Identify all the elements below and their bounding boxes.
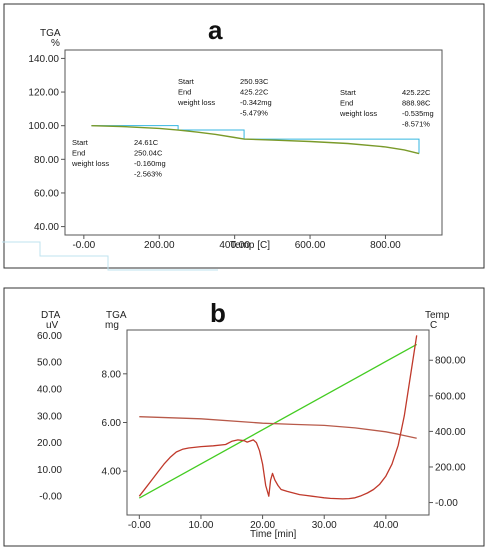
tga-line [139,416,417,439]
dta-tick-label: 60.00 [37,331,62,342]
dta-tick-label: 20.00 [37,438,62,449]
dta-tick-label: 50.00 [37,358,62,369]
panel-a-step-line [178,129,245,140]
dta-line [138,335,418,500]
annotation-value: -2.563% [134,170,162,179]
panel-a-ylabel-unit: % [51,38,60,49]
panel-b-x-tick-label: 20.00 [250,520,275,531]
dta-tick-label: -0.00 [39,492,62,503]
tga-tick-label: 6.00 [102,418,122,429]
annotation-label: weight loss [177,98,215,107]
panel-a-label: a [208,15,223,45]
temp-tick-label: 800.00 [435,356,466,367]
annotation-label: End [340,99,353,108]
dta-axis-unit: uV [46,320,59,331]
annotation-label: End [178,88,191,97]
tga-axis-label: TGA [106,310,127,321]
panel-a-series [91,125,420,155]
panel-a-x-tick-label: 200.00 [144,240,175,251]
panel-a-y-tick-label: 40.00 [34,222,59,233]
annotation-label: weight loss [71,159,109,168]
panel-a-y-tick-label: 60.00 [34,188,59,199]
tga-tick-label: 8.00 [102,369,122,380]
panel-a-annotations: Start 24.61C End 250.04C weight loss -0.160mg… [71,77,434,179]
dta-axis-label: DTA [41,310,61,321]
panel-b-xlabel: Time [min] [250,529,297,540]
annotation-value: 888.98C [402,99,431,108]
temp-axis-label: Temp [425,310,450,321]
panel-a-step-line [91,125,179,131]
annotation-value: -5.479% [240,109,268,118]
panel-a-x-tick-label: 600.00 [295,240,326,251]
annotation-value: 250.04C [134,149,163,158]
temp-line [138,343,418,499]
annotation-value: 24.61C [134,138,159,147]
annotation-label: End [72,149,85,158]
annotation-label: weight loss [339,109,377,118]
panel-b-x-tick-label: 10.00 [188,520,213,531]
temp-tick-label: 600.00 [435,391,466,402]
tga-axis-unit: mg [105,320,119,331]
annotation-label: Start [72,138,89,147]
panel-a-frame [3,3,485,269]
panel-b-x-tick-label: 40.00 [373,520,398,531]
panel-a-guides [2,241,218,271]
annotation-value: -0.342mg [240,98,272,107]
panel-a-plot-area [64,49,443,236]
panel-b-series [138,335,418,500]
temp-axis-unit: C [430,320,437,331]
panel-b-x-tick-label: -0.00 [128,520,151,531]
annotation-label: Start [340,88,357,97]
annotation-value: -8.571% [402,120,430,129]
tga-axis-ticks: 4.00 6.00 8.00 [102,369,127,478]
annotation-label: Start [178,77,195,86]
dta-tick-label: 10.00 [37,465,62,476]
panel-a-x-tick-label: 800.00 [370,240,401,251]
panel-b-label: b [210,298,226,328]
panel-a-y-tick-label: 120.00 [28,88,59,99]
panel-b-plot-area [126,329,430,516]
annotation-value: 250.93C [240,77,269,86]
panel-a-y-ticks: 40.00 60.00 80.00 100.00 120.00 140.00 [28,54,65,233]
panel-a-x-tick-label: -0.00 [72,240,95,251]
temp-tick-label: 400.00 [435,427,466,438]
panel-a-xlabel: Temp [C] [230,240,270,251]
annotation-value: 425.22C [240,88,269,97]
panel-a-y-tick-label: 80.00 [34,155,59,166]
panel-b-x-ticks: -0.00 10.00 20.00 30.00 40.00 [128,515,399,531]
dta-axis-ticks: -0.00 10.00 20.00 30.00 40.00 50.00 60.00 [37,331,62,503]
panel-a-step-line [244,138,420,154]
annotation-value: 425.22C [402,88,431,97]
panel-a-ylabel: TGA [40,28,61,39]
temp-tick-label: 200.00 [435,462,466,473]
panel-a-tga-line [91,125,420,155]
dta-tick-label: 40.00 [37,384,62,395]
panel-a-y-tick-label: 100.00 [28,121,59,132]
panel-b-frame [3,287,485,547]
tga-tick-label: 4.00 [102,467,122,478]
panel-a-x-ticks: -0.00 200.00 400.00 600.00 800.00 [72,235,401,251]
temp-axis-ticks: -0.00 200.00 400.00 600.00 800.00 [429,356,466,509]
panel-a-x-tick-label: 400.00 [219,240,250,251]
panel-a-y-tick-label: 140.00 [28,54,59,65]
annotation-value: -0.535mg [402,109,434,118]
annotation-value: -0.160mg [134,159,166,168]
panel-b-x-tick-label: 30.00 [312,520,337,531]
temp-tick-label: -0.00 [435,498,458,509]
dta-tick-label: 30.00 [37,411,62,422]
